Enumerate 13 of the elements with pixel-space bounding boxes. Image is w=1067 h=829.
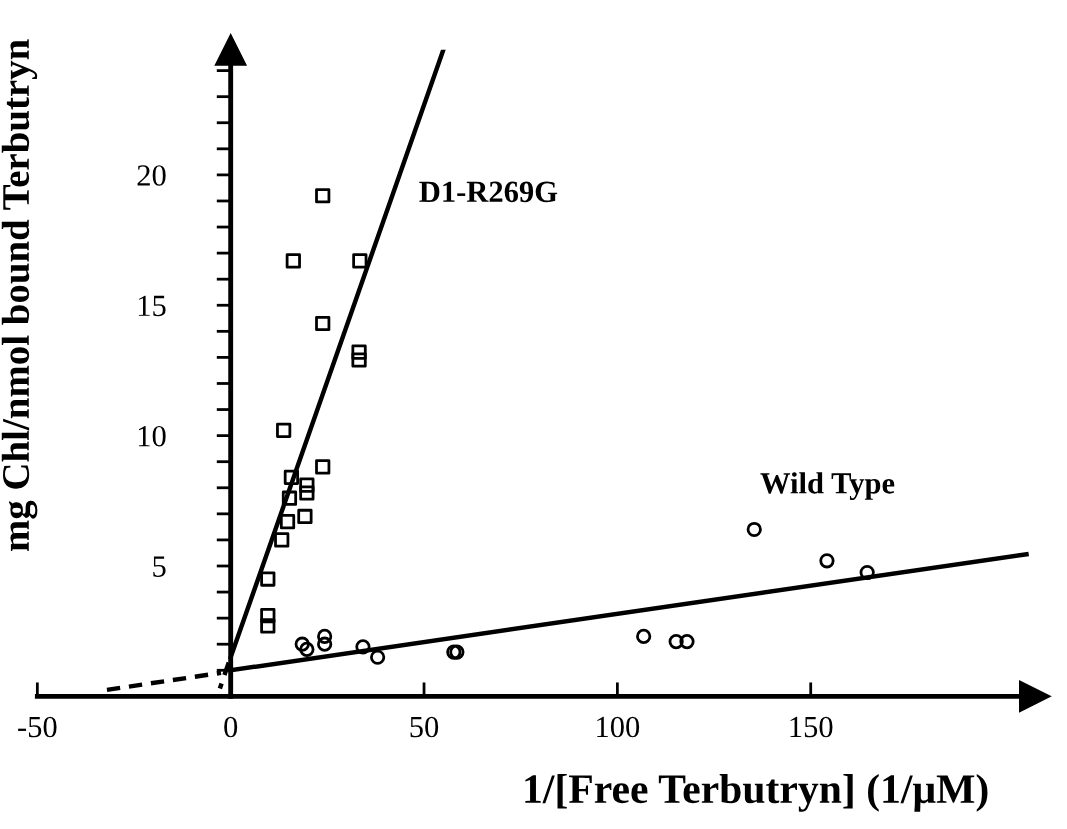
series-label: D1-R269G	[419, 181, 558, 203]
y-axis-title: mg Chl/nmol bound Terbutryn	[1, 39, 38, 552]
text: Wild Type	[760, 472, 895, 500]
x-tick-label: 50	[410, 716, 439, 738]
x-axis-title: 1/[Free Terbutryn] (1/μM)	[525, 773, 988, 812]
x-tick-label: -50	[18, 716, 57, 738]
x-tick-label: 0	[224, 716, 238, 738]
y-tick-label: 10	[138, 425, 166, 447]
y-tick-label: 15	[138, 295, 166, 317]
x-tick-label: 100	[597, 716, 640, 738]
x-tick-label: 150	[790, 716, 833, 738]
y-tick-label: 20	[137, 165, 166, 186]
y-tick-label: 5	[153, 556, 166, 577]
